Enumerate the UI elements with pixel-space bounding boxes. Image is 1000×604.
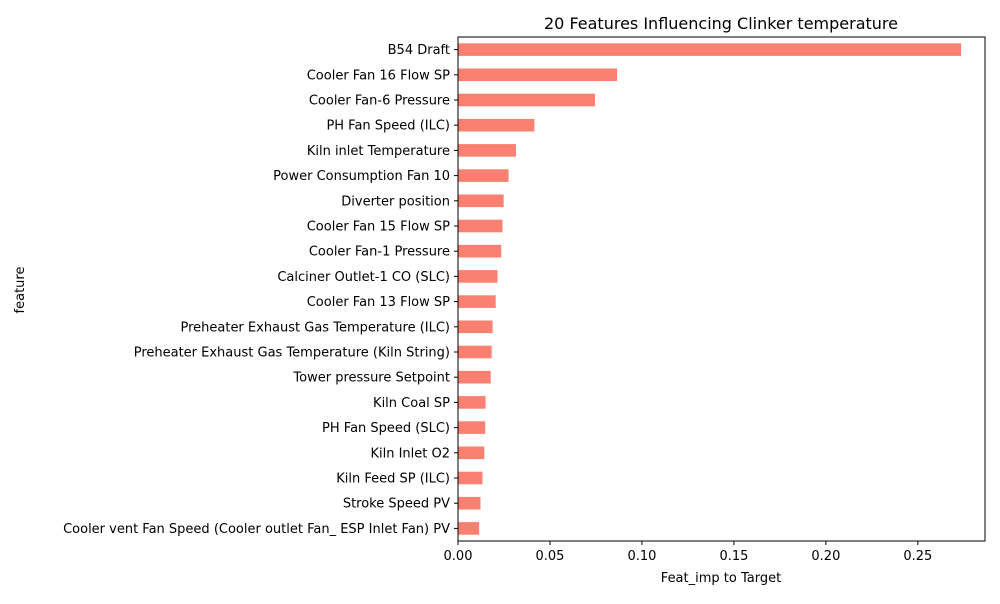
y-tick-label: PH Fan Speed (ILC) xyxy=(326,119,450,134)
bar xyxy=(458,194,504,208)
y-tick-label: Cooler Fan 13 Flow SP xyxy=(307,295,450,310)
y-tick-label: Stroke Speed PV xyxy=(343,497,450,512)
y-tick-labels: B54 Draft Cooler Fan 16 Flow SP Cooler Fan… xyxy=(63,43,458,537)
y-tick-label: Calciner Outlet-1 CO (SLC) xyxy=(277,270,450,285)
x-tick-labels: 0.00 0.05 0.10 0.15 0.20 0.25 xyxy=(444,541,932,564)
y-tick-label: Diverter position xyxy=(341,194,450,209)
y-tick-label: Kiln Coal SP xyxy=(373,396,450,411)
y-tick-label: Kiln Feed SP (ILC) xyxy=(336,472,450,487)
y-tick-label: Preheater Exhaust Gas Temperature (ILC) xyxy=(180,320,450,335)
x-axis-label: Feat_imp to Target xyxy=(661,571,781,586)
bar xyxy=(458,446,485,460)
y-tick-label: Cooler vent Fan Speed (Cooler outlet Fan… xyxy=(63,522,450,537)
bar xyxy=(458,370,491,384)
y-tick-label: Cooler Fan 15 Flow SP xyxy=(307,220,450,235)
y-tick-label: Cooler Fan-6 Pressure xyxy=(309,94,450,109)
x-tick-label: 0.25 xyxy=(903,549,932,564)
x-tick-label: 0.05 xyxy=(535,549,564,564)
bar xyxy=(458,320,493,334)
bars-layer xyxy=(458,43,962,535)
x-tick-label: 0.00 xyxy=(444,549,473,564)
bar xyxy=(458,169,509,182)
bar xyxy=(458,68,618,82)
bar xyxy=(458,93,596,107)
y-tick-label: Kiln Inlet O2 xyxy=(370,446,450,461)
y-tick-label: Cooler Fan 16 Flow SP xyxy=(307,68,450,83)
bar xyxy=(458,244,502,258)
y-tick-label: Preheater Exhaust Gas Temperature (Kiln … xyxy=(134,346,450,361)
y-tick-label: Tower pressure Setpoint xyxy=(292,371,450,386)
y-tick-label: B54 Draft xyxy=(388,43,450,58)
plot-border xyxy=(457,36,986,542)
bar xyxy=(458,396,486,409)
y-tick-label: Kiln inlet Temperature xyxy=(307,144,450,159)
bar xyxy=(458,345,492,359)
bar xyxy=(458,496,481,510)
axes-frame xyxy=(457,36,986,542)
bar xyxy=(458,118,535,132)
y-axis-label: feature xyxy=(13,267,28,314)
y-tick-label: Power Consumption Fan 10 xyxy=(273,169,450,184)
bar xyxy=(458,270,498,283)
bar xyxy=(458,471,483,485)
bar xyxy=(458,219,503,233)
bar xyxy=(458,144,516,157)
bar xyxy=(458,43,962,56)
bar xyxy=(458,295,496,308)
y-tick-label: PH Fan Speed (SLC) xyxy=(322,421,450,436)
bar xyxy=(458,522,480,535)
chart-title: 20 Features Influencing Clinker temperat… xyxy=(544,14,898,33)
x-tick-label: 0.10 xyxy=(627,549,656,564)
y-tick-label: Cooler Fan-1 Pressure xyxy=(309,245,450,260)
x-tick-label: 0.15 xyxy=(719,549,748,564)
x-tick-label: 0.20 xyxy=(811,549,840,564)
bar xyxy=(458,421,486,434)
